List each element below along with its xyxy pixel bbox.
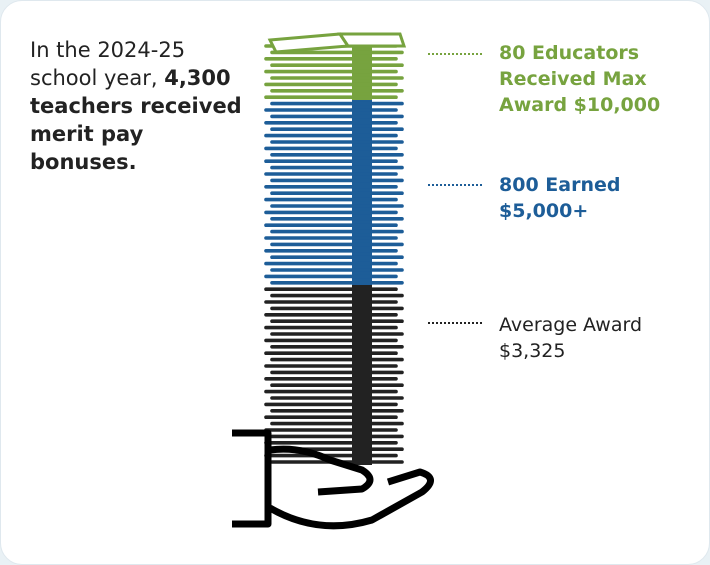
hand [232, 433, 431, 526]
page: In the 2024-25 school year, 4,300 teache… [0, 0, 710, 565]
illustration [0, 0, 710, 565]
leaders [428, 54, 482, 323]
stack-part [340, 34, 404, 46]
stack-part [270, 34, 348, 52]
money-stack [266, 34, 404, 465]
